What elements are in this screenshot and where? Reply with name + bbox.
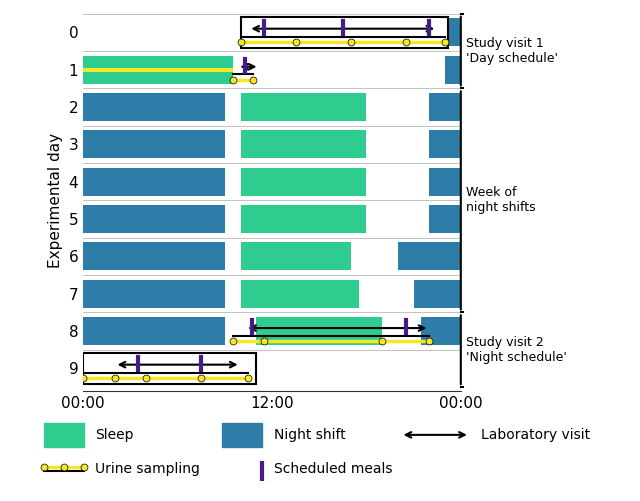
Text: Night shift: Night shift [274, 428, 346, 442]
Bar [83, 242, 225, 271]
Bar [429, 130, 461, 158]
Text: Week of
night shifts: Week of night shifts [465, 186, 535, 214]
Y-axis label: Experimental day: Experimental day [48, 133, 63, 268]
Text: Study visit 1
'Day schedule': Study visit 1 'Day schedule' [465, 37, 557, 65]
Bar [241, 130, 366, 158]
Bar [241, 280, 358, 308]
Bar [422, 317, 461, 345]
Bar [241, 242, 351, 271]
Bar [256, 317, 382, 345]
Bar [44, 423, 84, 447]
Text: Scheduled meals: Scheduled meals [274, 462, 392, 476]
Text: Study visit 2
'Night schedule': Study visit 2 'Night schedule' [465, 336, 566, 364]
Bar [83, 68, 233, 72]
Bar [83, 280, 225, 308]
Bar [83, 56, 233, 84]
Bar [83, 168, 225, 196]
FancyBboxPatch shape [241, 17, 448, 48]
Bar [445, 56, 461, 84]
Bar [83, 130, 225, 158]
Bar [398, 242, 461, 271]
Bar [429, 205, 461, 233]
Bar [429, 93, 461, 121]
Bar [241, 93, 366, 121]
Bar [83, 205, 225, 233]
Bar [448, 19, 461, 47]
FancyBboxPatch shape [83, 353, 256, 384]
Text: Laboratory visit: Laboratory visit [481, 428, 591, 442]
Bar [241, 205, 366, 233]
Text: Urine sampling: Urine sampling [95, 462, 200, 476]
Bar [241, 168, 366, 196]
Bar [83, 93, 225, 121]
Bar [429, 168, 461, 196]
Bar [413, 280, 461, 308]
Bar [83, 317, 225, 345]
Text: Sleep: Sleep [95, 428, 134, 442]
Bar [222, 423, 262, 447]
